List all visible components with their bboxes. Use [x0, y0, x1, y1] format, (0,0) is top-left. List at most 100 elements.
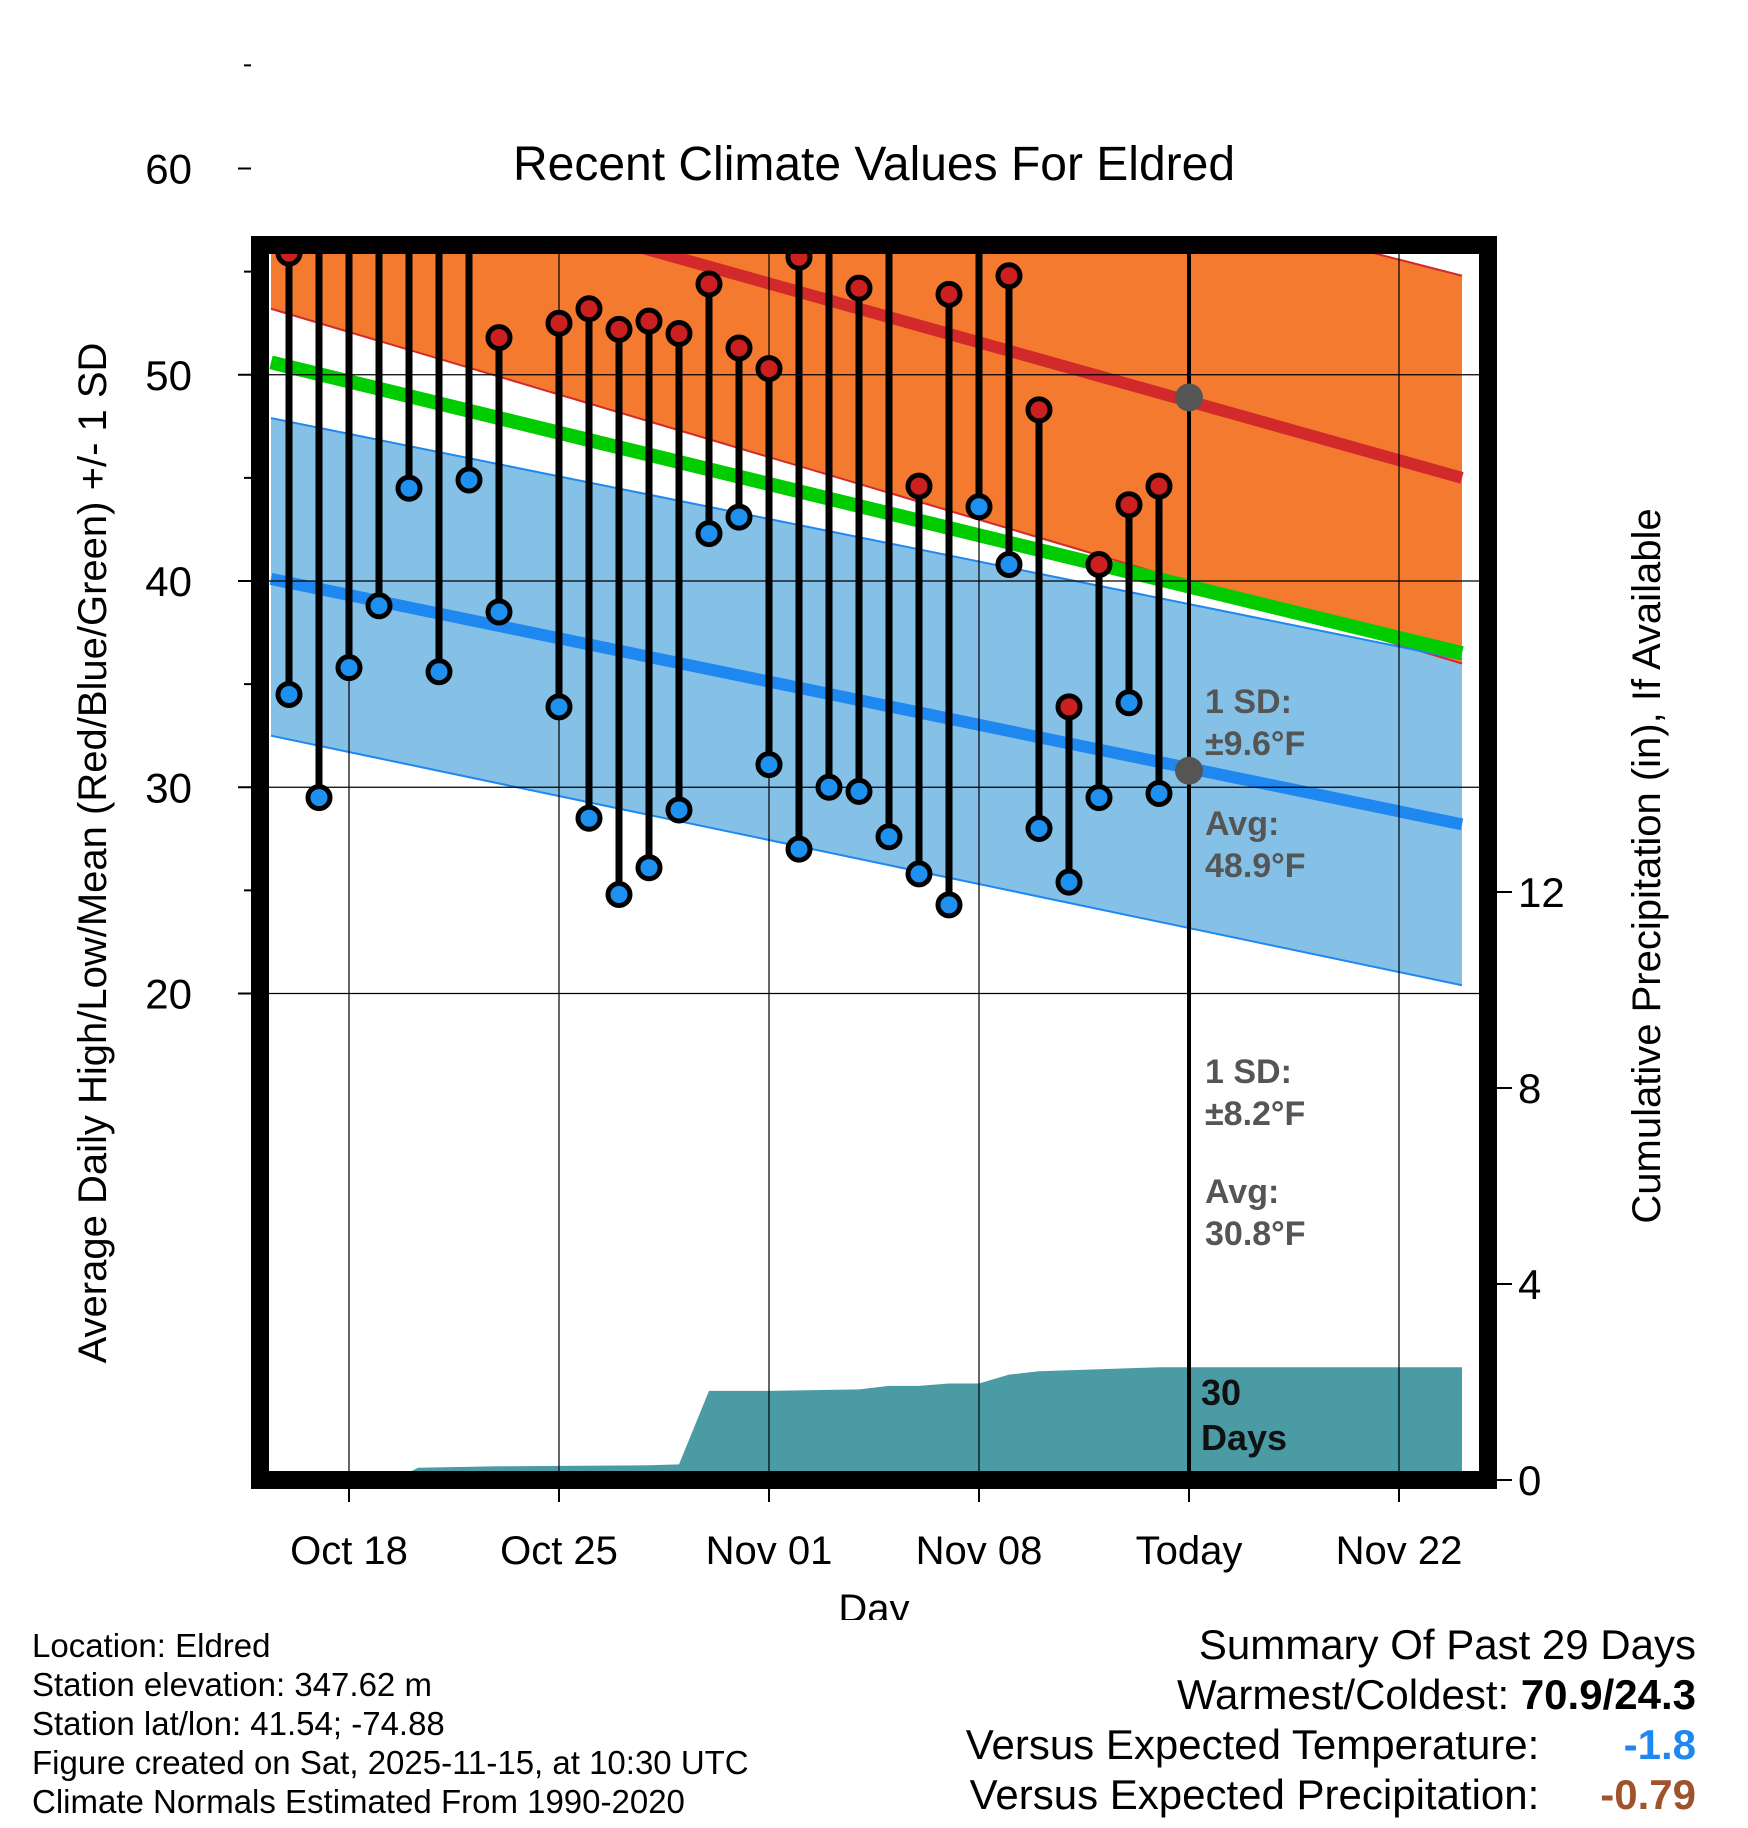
y2-axis-label: Cumulative Precipitation (in), If Availa…	[1625, 508, 1669, 1223]
temp-row: Versus Expected Temperature: -1.8	[966, 1720, 1696, 1770]
daily-high-point	[995, 262, 1023, 290]
daily-high-point	[545, 309, 573, 337]
y2-tick-label: 0	[1518, 1457, 1541, 1504]
daily-low-point	[335, 654, 363, 682]
high-normal-line	[609, 245, 1464, 484]
daily-low-point	[845, 777, 873, 805]
y-tick-label: 30	[145, 764, 192, 811]
daily-low-point	[635, 854, 663, 882]
daily-low-point	[575, 804, 603, 832]
y2-tick-label: 12	[1518, 869, 1565, 916]
daily-low-point	[905, 860, 933, 888]
daily-high-point	[1085, 551, 1113, 578]
daily-high-point	[665, 320, 693, 347]
x-tick-label: Oct 18	[290, 1529, 408, 1573]
daily-high-point	[338, 56, 360, 78]
precip-row: Versus Expected Precipitation: -0.79	[966, 1770, 1696, 1820]
high-sd-value: ±9.6°F	[1205, 725, 1305, 763]
low-sd-lower-edge	[270, 734, 1463, 987]
temp-value: -1.8	[1623, 1721, 1696, 1768]
temp-label: Versus Expected Temperature:	[965, 1721, 1540, 1768]
daily-high-point	[605, 315, 633, 343]
today-high-normal-marker	[1175, 383, 1203, 412]
daily-low-point	[875, 823, 903, 851]
daily-low-point	[1085, 784, 1113, 812]
latlon-text: Station lat/lon: 41.54; -74.88	[32, 1705, 445, 1742]
daily-high-point	[575, 295, 603, 323]
daily-low-point	[395, 474, 423, 502]
climate-chart: Recent Climate Values For Eldred 1 SD: ±9…	[71, 56, 1669, 1620]
daily-high-point	[905, 472, 933, 500]
daily-low-point	[695, 520, 723, 548]
daily-low-point	[305, 784, 333, 812]
daily-high-point	[398, 127, 420, 149]
low-sd-label: 1 SD:	[1205, 1053, 1292, 1091]
precip-label: Versus Expected Precipitation:	[969, 1771, 1540, 1818]
daily-low-point	[425, 658, 453, 686]
daily-high-point	[485, 324, 513, 352]
low-sd-value: ±8.2°F	[1205, 1095, 1305, 1133]
low-avg-value: 30.8°F	[1205, 1215, 1306, 1253]
daily-low-point	[365, 592, 393, 620]
high-sd-label: 1 SD:	[1205, 683, 1292, 721]
plot-frame	[251, 236, 1497, 1489]
x-tick-label: Oct 25	[500, 1529, 618, 1573]
daily-low-point	[725, 503, 753, 531]
warm-cold-value: 70.9/24.3	[1520, 1671, 1696, 1718]
elevation-text: Station elevation: 347.62 m	[32, 1666, 432, 1703]
y-tick-label: 20	[145, 971, 192, 1018]
warm-cold-label: Warmest/Coldest:	[1176, 1671, 1510, 1718]
created-text: Figure created on Sat, 2025-11-15, at 10…	[32, 1744, 749, 1781]
daily-high-point	[695, 270, 723, 298]
today-low-normal-marker	[1175, 756, 1203, 785]
daily-low-point	[1115, 689, 1143, 717]
daily-high-point	[1055, 693, 1083, 721]
normals-text: Climate Normals Estimated From 1990-2020	[32, 1783, 685, 1820]
y-tick-label: 50	[145, 352, 192, 399]
precip-value: -0.79	[1600, 1771, 1696, 1818]
daily-low-point	[665, 796, 693, 824]
daily-high-point	[845, 274, 873, 302]
y-tick-label: 40	[145, 558, 192, 605]
daily-high-point	[1115, 491, 1143, 519]
daily-low-point	[995, 551, 1023, 578]
daily-low-point	[605, 881, 633, 908]
days-count-word: Days	[1201, 1417, 1287, 1458]
precip-area	[260, 1367, 1462, 1480]
daily-high-point	[755, 355, 783, 383]
station-info: Location: Eldred Station elevation: 347.…	[32, 1626, 749, 1821]
daily-low-point	[545, 693, 573, 721]
daily-low-point	[1025, 815, 1053, 842]
y2-tick-label: 8	[1518, 1065, 1541, 1112]
plot-area	[260, 56, 1488, 1480]
x-tick-label: Today	[1136, 1529, 1243, 1573]
daily-low-point	[935, 891, 963, 919]
daily-high-point	[428, 75, 450, 97]
low-avg-label: Avg:	[1205, 1173, 1279, 1211]
daily-high-point	[308, 191, 330, 213]
summary-title: Summary Of Past 29 Days	[1198, 1621, 1696, 1668]
y-tick-label: 60	[145, 146, 192, 193]
daily-low-point	[1055, 868, 1083, 896]
daily-low-point	[275, 680, 303, 708]
location-text: Location: Eldred	[32, 1627, 271, 1664]
daily-high-point	[725, 334, 753, 362]
daily-low-point	[1145, 779, 1173, 807]
daily-low-point	[455, 466, 483, 494]
daily-high-point	[968, 207, 990, 229]
x-tick-label: Nov 08	[916, 1529, 1043, 1573]
daily-low-point	[485, 598, 513, 626]
x-tick-label: Nov 22	[1336, 1529, 1463, 1573]
high-sd-band	[271, 245, 1462, 664]
days-count-number: 30	[1201, 1372, 1241, 1413]
daily-high-point	[935, 280, 963, 308]
daily-low-point	[965, 493, 993, 521]
warm-cold-row: Warmest/Coldest: 70.9/24.3	[966, 1670, 1696, 1720]
high-avg-value: 48.9°F	[1205, 847, 1306, 885]
high-avg-label: Avg:	[1205, 805, 1279, 843]
daily-high-point	[635, 307, 663, 335]
chart-title: Recent Climate Values For Eldred	[513, 138, 1235, 191]
daily-low-point	[755, 751, 783, 779]
daily-high-point	[1025, 396, 1053, 424]
summary-panel: Summary Of Past 29 Days Warmest/Coldest:…	[966, 1620, 1696, 1820]
